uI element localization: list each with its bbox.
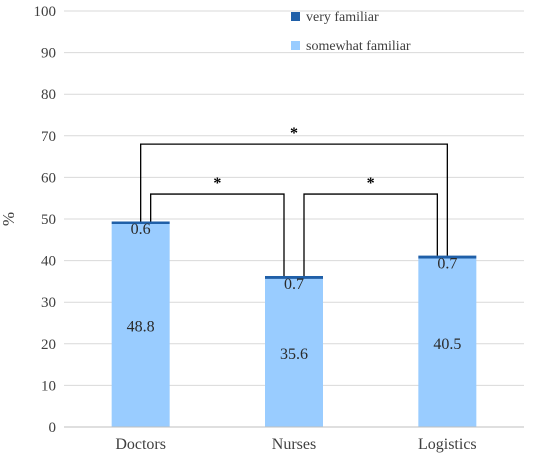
data-label-very-familiar: 0.7 — [284, 276, 304, 293]
y-tick-label: 60 — [41, 170, 56, 186]
legend-swatch — [291, 41, 300, 50]
x-category-label: Nurses — [272, 436, 316, 453]
bar-very-familiar — [418, 255, 477, 259]
significance-marker: * — [213, 175, 221, 192]
significance-bracket — [140, 143, 448, 256]
legend-label: somewhat familiar — [306, 39, 411, 54]
legend: very familiar somewhat familiar — [291, 10, 411, 54]
y-tick-label: 20 — [41, 337, 56, 353]
bar-somewhat-familiar — [265, 278, 323, 427]
y-tick-label: 0 — [49, 420, 57, 436]
y-tick-label: 100 — [34, 4, 57, 20]
y-tick-label: 40 — [41, 254, 56, 270]
data-label-somewhat-familiar: 48.8 — [127, 318, 155, 335]
significance-bracket — [303, 193, 438, 276]
significance-marker: * — [290, 125, 298, 142]
data-label-somewhat-familiar: 40.5 — [433, 336, 461, 353]
y-tick-label: 50 — [41, 212, 56, 228]
x-axis-categories: Doctors Nurses Logistics — [115, 436, 476, 453]
significance-bracket — [150, 193, 285, 276]
significance-brackets: * * * — [140, 125, 448, 276]
y-tick-label: 90 — [41, 46, 56, 62]
data-label-very-familiar: 0.6 — [131, 221, 151, 238]
y-tick-label: 80 — [41, 87, 56, 103]
y-axis-ticks: 0 10 20 30 40 50 60 70 80 90 100 — [34, 4, 57, 436]
y-axis-title: % — [0, 212, 18, 226]
legend-label: very familiar — [306, 10, 379, 25]
bar-somewhat-familiar — [111, 223, 170, 427]
y-tick-label: 70 — [41, 129, 56, 145]
bar-very-familiar — [111, 221, 170, 224]
x-category-label: Logistics — [418, 436, 477, 453]
bars — [111, 221, 477, 427]
x-category-label: Doctors — [115, 436, 166, 453]
data-labels: 48.8 0.6 35.6 0.7 40.5 0.7 — [127, 221, 462, 363]
y-tick-label: 30 — [41, 295, 56, 311]
y-tick-label: 10 — [41, 378, 56, 394]
bar-very-familiar — [265, 275, 323, 279]
legend-swatch — [291, 12, 300, 21]
significance-marker: * — [367, 175, 375, 192]
bar-somewhat-familiar — [418, 258, 477, 427]
data-label-somewhat-familiar: 35.6 — [280, 346, 308, 363]
data-label-very-familiar: 0.7 — [437, 256, 457, 273]
